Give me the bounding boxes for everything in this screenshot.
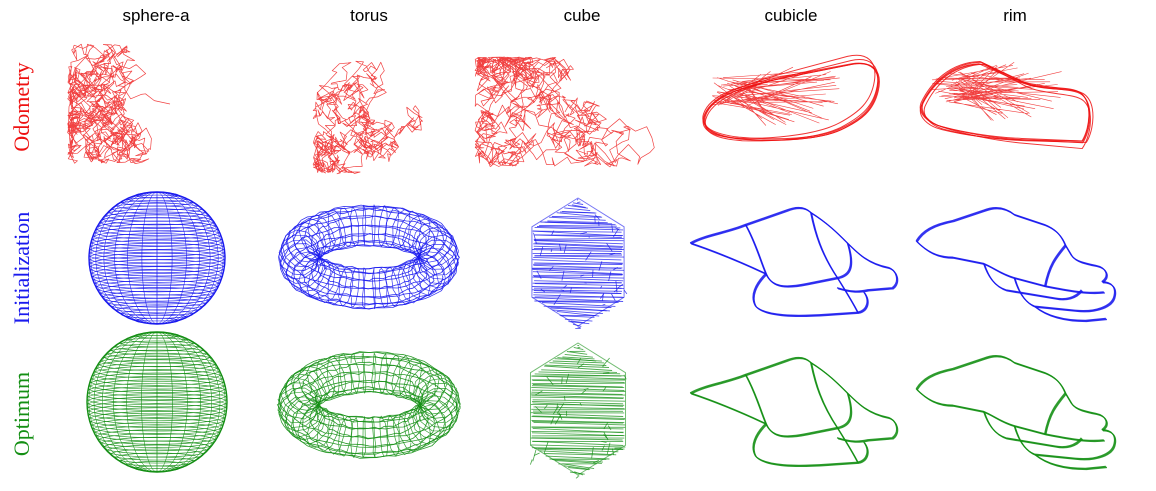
- column-header-rim: rim: [1003, 6, 1027, 25]
- rim-odometry: [919, 61, 1094, 150]
- cube-initialization: [531, 197, 628, 330]
- cubicle-optimum: [689, 356, 899, 468]
- column-header-cubicle: cubicle: [764, 6, 818, 25]
- cubicle-odometry: [702, 54, 880, 142]
- sphere-odometry: [67, 43, 171, 164]
- torus-initialization: [278, 204, 461, 310]
- sphere-initialization: [88, 191, 226, 325]
- cube-optimum: [529, 342, 627, 479]
- torus-odometry: [312, 60, 423, 175]
- column-header-torus: torus: [350, 6, 388, 25]
- sphere-optimum: [86, 331, 228, 473]
- rim-optimum: [915, 354, 1117, 471]
- cube-odometry: [474, 56, 655, 168]
- torus-optimum: [276, 351, 461, 459]
- rim-initialization: [915, 206, 1117, 323]
- column-header-sphere-a: sphere-a: [122, 6, 190, 25]
- column-header-cube: cube: [563, 6, 601, 25]
- cubicle-initialization: [689, 206, 899, 318]
